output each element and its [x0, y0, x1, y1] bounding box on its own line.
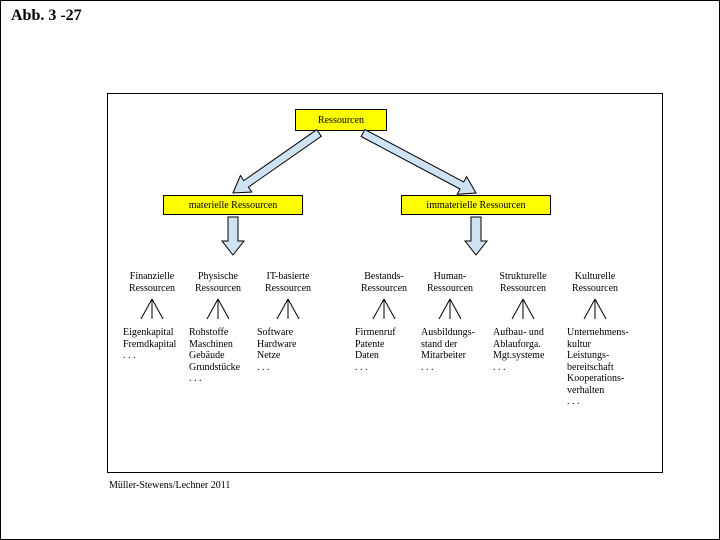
- fork-it: [275, 297, 301, 321]
- cat-header-struk: Strukturelle Ressourcen: [493, 271, 553, 294]
- cat-header-kult: Kulturelle Ressourcen: [567, 271, 623, 294]
- cat-header-best: Bestands- Ressourcen: [355, 271, 413, 294]
- examples-human: Ausbildungs- stand der Mitarbeiter . . .: [421, 327, 503, 373]
- examples-it: Software Hardware Netze . . .: [257, 327, 343, 373]
- cat-header-phys: Physische Ressourcen: [189, 271, 247, 294]
- fork-best: [371, 297, 397, 321]
- citation: Müller-Stewens/Lechner 2011: [109, 480, 230, 491]
- fork-kult: [582, 297, 608, 321]
- fork-struk: [510, 297, 536, 321]
- examples-kult: Unternehmens- kultur Leistungs- bereitsc…: [567, 327, 647, 408]
- examples-struk: Aufbau- und Ablauforga. Mgt.systeme . . …: [493, 327, 577, 373]
- arrow-root-to-left: [213, 113, 339, 213]
- arrow-down-left: [219, 215, 247, 257]
- cat-header-fin: Finanzielle Ressourcen: [123, 271, 181, 294]
- fork-phys: [205, 297, 231, 321]
- fork-fin: [139, 297, 165, 321]
- cat-header-human: Human- Ressourcen: [421, 271, 479, 294]
- arrow-down-right: [462, 215, 490, 257]
- figure-label: Abb. 3 -27: [11, 7, 82, 25]
- cat-header-it: IT-basierte Ressourcen: [257, 271, 319, 294]
- fork-human: [437, 297, 463, 321]
- arrow-root-to-right: [343, 113, 496, 213]
- page: Abb. 3 -27 Ressourcen materielle Ressour…: [0, 0, 720, 540]
